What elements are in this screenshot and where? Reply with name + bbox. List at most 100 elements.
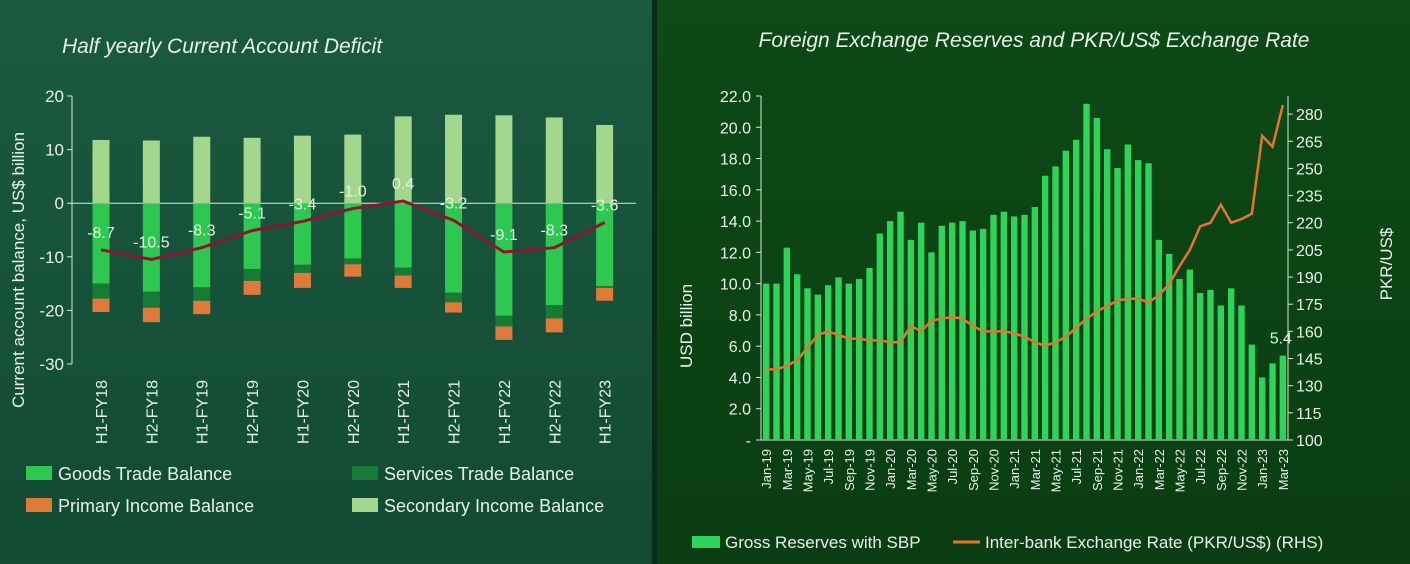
bar-secondary-income-balance-h1-fy21: [394, 116, 412, 204]
bar-dec-20: [1000, 211, 1008, 440]
bar-aug-21: [1083, 103, 1090, 441]
bar-primary-income-balance-h1-fy19: [193, 300, 211, 315]
legend-label: Services Trade Balance: [384, 464, 574, 484]
bar-services-trade-balance-h2-fy18: [142, 291, 160, 308]
bar-services-trade-balance-h2-fy19: [243, 269, 261, 281]
bar-goods-trade-balance-h1-fy22: [495, 203, 513, 316]
data-label: -10.5: [133, 234, 170, 251]
y-tick-label-right: 145: [1296, 352, 1323, 369]
bar-services-trade-balance-h1-fy23: [596, 286, 614, 288]
x-tick-label: H1-FY20: [295, 380, 312, 444]
y-tick-label-left: 4.0: [729, 370, 751, 387]
bar-jan-20: [886, 221, 894, 440]
legend: Goods Trade Balance Services Trade Balanc…: [26, 464, 604, 516]
exchange-rate-line-path: [766, 104, 1285, 371]
y-tick-label-left: -: [746, 433, 751, 450]
balance-line: -8.7 -10.5 -8.3 -5.1 -3.4 -1.0 0.4 -3.2 -9.1 -8.3…: [87, 176, 619, 262]
bar-mar-23: [1279, 355, 1287, 440]
bar-goods-trade-balance-h1-fy20: [293, 203, 311, 265]
reserve-bars: [762, 103, 1287, 441]
current-account-chart: Half yearly Current Account Deficit Curr…: [9, 35, 636, 516]
bar-secondary-income-balance-h2-fy18: [142, 140, 160, 204]
x-tick-label: Nov-21: [1111, 449, 1126, 491]
bar-apr-22: [1165, 253, 1173, 440]
data-label: 0.4: [392, 176, 414, 193]
legend-swatch-bars: [692, 536, 720, 548]
y-tick-label-right: 175: [1296, 297, 1323, 314]
x-tick-label: H2-FY22: [547, 380, 564, 444]
data-label: -8.3: [188, 223, 216, 240]
x-tick-label: Mar-22: [1152, 449, 1167, 490]
x-tick-label: Sep-20: [966, 449, 981, 491]
y-tick-label-left: 8.0: [729, 308, 751, 325]
y-tick-label-right: 160: [1296, 324, 1323, 341]
bar-services-trade-balance-h2-fy21: [445, 292, 463, 303]
bar-jan-19: [762, 283, 770, 440]
x-tick-label: Sep-19: [842, 449, 857, 491]
x-tick-label: Jan-23: [1255, 449, 1270, 489]
x-tick-label: Jul-20: [945, 449, 960, 484]
bar-services-trade-balance-h1-fy21: [394, 267, 412, 276]
legend: Gross Reserves with SBP Inter-bank Exchan…: [692, 533, 1323, 552]
x-tick-label: Jul-22: [1193, 449, 1208, 484]
x-tick-label: Jan-21: [1007, 449, 1022, 489]
y-tick-label: -20: [39, 301, 64, 320]
bar-sep-19: [845, 283, 853, 440]
bar-jan-21: [1010, 216, 1018, 440]
bar-nov-22: [1238, 305, 1245, 440]
bar-services-trade-balance-h2-fy22: [545, 305, 563, 319]
y-tick-label-right: 280: [1296, 107, 1323, 124]
bar-may-21: [1052, 166, 1059, 440]
bar-primary-income-balance-h1-fy18: [92, 298, 110, 313]
legend-label: Goods Trade Balance: [58, 464, 232, 484]
data-label: -8.3: [540, 223, 568, 240]
bar-feb-19: [773, 283, 780, 440]
bar-secondary-income-balance-h2-fy20: [344, 134, 362, 204]
bar-feb-21: [1021, 214, 1028, 440]
x-tick-label: H1-FY19: [195, 380, 212, 444]
y-axis-label-right: PKR/US$: [1377, 227, 1396, 300]
y-tick-label: 20: [45, 87, 64, 106]
x-tick-label: Jan-19: [759, 449, 774, 489]
legend-swatch: [352, 466, 378, 480]
bar-primary-income-balance-h2-fy19: [243, 280, 261, 295]
y-tick-label-left: 16.0: [720, 183, 751, 200]
legend-label: Secondary Income Balance: [384, 496, 604, 516]
data-label: -3.6: [591, 197, 619, 214]
bar-dec-22: [1248, 344, 1256, 440]
y-tick-label-right: 190: [1296, 270, 1323, 287]
bar-aug-20: [959, 221, 966, 440]
y-tick-label-left: 14.0: [720, 214, 751, 231]
bar-primary-income-balance-h1-fy21: [394, 275, 412, 288]
bar-secondary-income-balance-h2-fy19: [243, 137, 261, 204]
legend-label: Gross Reserves with SBP: [725, 533, 921, 552]
bar-secondary-income-balance-h2-fy22: [545, 117, 563, 204]
x-tick-label: H2-FY19: [245, 380, 262, 444]
bar-goods-trade-balance-h2-fy22: [545, 203, 563, 306]
x-tick-label: Mar-21: [1028, 449, 1043, 490]
bar-secondary-income-balance-h1-fy19: [193, 136, 211, 204]
bar-jul-20: [948, 222, 956, 440]
data-label: -3.4: [289, 196, 317, 213]
x-tick-label: Nov-19: [863, 449, 878, 491]
x-axis-tick-labels: Jan-19 Mar-19 May-19 Jul-19 Sep-19 Nov-19 Jan-…: [759, 449, 1291, 492]
bar-mar-22: [1155, 239, 1163, 440]
data-label: -5.1: [238, 206, 266, 223]
bar-secondary-income-balance-h2-fy21: [445, 114, 463, 204]
bar-secondary-income-balance-h1-fy20: [293, 135, 311, 204]
bar-jun-19: [814, 294, 822, 440]
bar-aug-19: [835, 277, 842, 440]
y-tick-label-right: 265: [1296, 134, 1323, 151]
data-label: -1.0: [339, 184, 367, 201]
x-tick-label: H1-FY23: [598, 380, 615, 444]
bar-secondary-income-balance-h1-fy23: [596, 124, 614, 204]
x-tick-label: Mar-20: [904, 449, 919, 490]
bar-primary-income-balance-h1-fy20: [293, 272, 311, 288]
bar-aug-22: [1207, 289, 1214, 440]
exchange-rate-line: 5.4: [766, 104, 1292, 371]
bar-mar-21: [1031, 207, 1039, 440]
data-label: -9.1: [490, 227, 518, 244]
bar-goods-trade-balance-h2-fy20: [344, 203, 362, 259]
y-tick-label-right: 100: [1296, 433, 1323, 450]
